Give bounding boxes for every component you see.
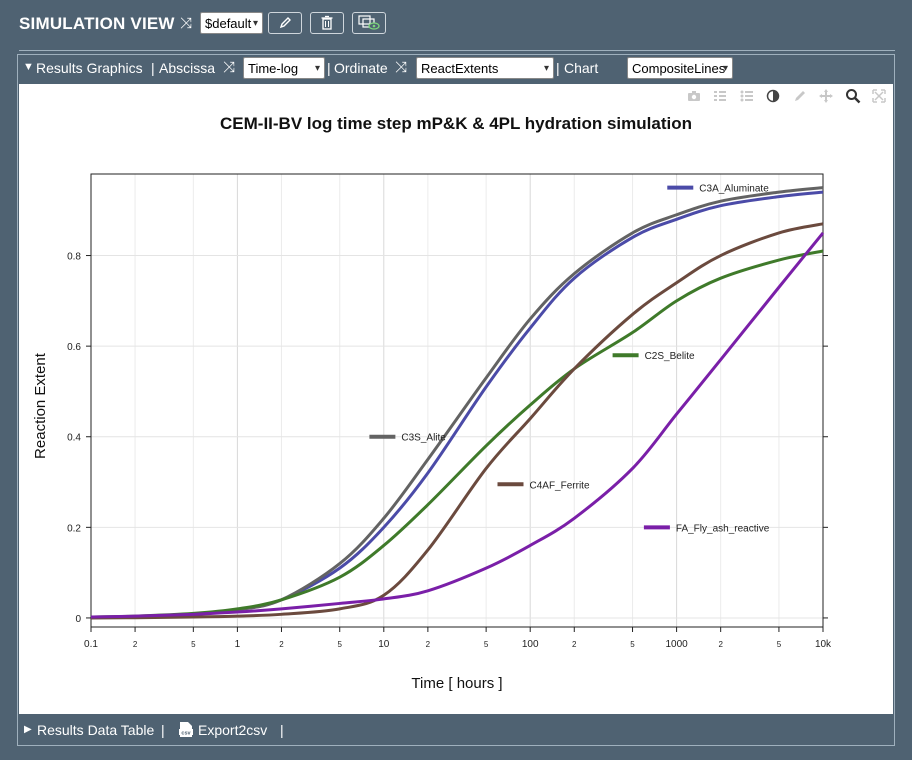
y-tick-label: 0 [75, 614, 81, 625]
results-data-table-label[interactable]: Results Data Table [37, 722, 155, 738]
x-tick-label: 1 [235, 639, 241, 650]
separator: | [327, 60, 331, 76]
contrast-icon[interactable] [765, 88, 781, 104]
chart-label: Chart [564, 60, 599, 76]
bottom-toolbar: ▶ Results Data Table | csv Export2csv | [19, 716, 895, 744]
y-tick-label: 0.4 [67, 433, 81, 444]
csv-file-icon[interactable]: csv [179, 721, 193, 741]
edit-button[interactable] [268, 12, 302, 34]
view-icon [358, 15, 380, 30]
camera-icon[interactable] [686, 88, 702, 104]
x-tick-label: 10k [815, 639, 832, 650]
chevron-down-icon: ▾ [543, 63, 549, 74]
series-line [90, 249, 824, 619]
x-tick-label: 5 [630, 640, 635, 649]
ordinate-label: Ordinate [334, 60, 388, 76]
x-axis-label: Time [ hours ] [411, 675, 502, 692]
chart-value: CompositeLines [632, 61, 726, 76]
chevron-down-icon: ▾ [722, 63, 728, 74]
page-title: SIMULATION VIEW [19, 14, 175, 33]
chevron-down-icon: ▾ [252, 18, 258, 29]
export-csv-button[interactable]: Export2csv [198, 722, 268, 738]
x-tick-label: 100 [522, 639, 539, 650]
chevron-down-icon: ▾ [314, 63, 320, 74]
x-tick-label: 5 [777, 640, 782, 649]
shuffle-icon[interactable]: ⤨ [223, 59, 236, 76]
list-icon[interactable] [739, 88, 755, 104]
trash-icon [321, 15, 333, 30]
pencil-icon [279, 17, 291, 29]
series-label: FA_Fly_ash_reactive [676, 523, 770, 534]
series-label: C4AF_Ferrite [530, 480, 590, 491]
series-line [90, 222, 824, 620]
chart-title: CEM-II-BV log time step mP&K & 4PL hydra… [220, 114, 692, 133]
results-graphics-label[interactable]: Results Graphics [36, 60, 143, 76]
x-tick-label: 10 [378, 639, 390, 650]
abscissa-select[interactable]: Time-log ▾ [243, 57, 325, 79]
results-panel [17, 54, 895, 746]
preset-value: $default [205, 16, 252, 31]
y-tick-label: 0.8 [67, 252, 81, 263]
autoscale-icon[interactable] [871, 88, 887, 104]
pencil-icon[interactable] [792, 88, 808, 104]
divider [19, 50, 895, 51]
view-button[interactable] [352, 12, 386, 34]
separator: | [151, 60, 155, 76]
series-label: C3A_Aluminate [699, 184, 769, 195]
chart-svg: CEM-II-BV log time step mP&K & 4PL hydra… [32, 114, 832, 692]
x-tick-label: 2 [572, 640, 577, 649]
top-toolbar: SIMULATION VIEW ⤨ $default ▾ [0, 0, 912, 48]
shuffle-icon[interactable]: ⤨ [395, 59, 408, 76]
chart-select[interactable]: CompositeLines ▾ [627, 57, 733, 79]
x-tick-label: 2 [426, 640, 431, 649]
plot-frame [90, 173, 824, 628]
zoom-icon[interactable] [845, 88, 861, 104]
separator: | [280, 722, 284, 738]
shuffle-icon[interactable]: ⤨ [180, 15, 193, 32]
plot-area: 0.1 2 5 1 2 5 10 2 5 100 2 5 1000 2 5 10k 0 0.2 0.4 0.6 0.8 C… [67, 173, 832, 650]
x-tick-label: 1000 [665, 639, 688, 650]
ordinate-select[interactable]: ReactExtents ▾ [416, 57, 554, 79]
x-tick-label: 5 [484, 640, 489, 649]
preset-select[interactable]: $default ▾ [200, 12, 263, 34]
series-label: C2S_Belite [645, 351, 695, 362]
chart-modebar [680, 88, 887, 104]
x-tick-label: 2 [718, 640, 723, 649]
series-line [90, 231, 825, 619]
separator: | [161, 722, 165, 738]
separator: | [556, 60, 560, 76]
y-tick-label: 0.6 [67, 342, 81, 353]
compare-data-icon[interactable] [712, 88, 728, 104]
pan-icon[interactable] [818, 88, 834, 104]
x-tick-label: 2 [279, 640, 284, 649]
x-tick-label: 0.1 [84, 639, 98, 650]
ordinate-value: ReactExtents [421, 61, 499, 76]
results-toolbar: ▼ Results Graphics | Abscissa ⤨ Time-log… [19, 56, 895, 82]
chart-panel: CEM-II-BV log time step mP&K & 4PL hydra… [19, 84, 893, 714]
y-axis-label: Reaction Extent [32, 352, 49, 459]
expand-toggle-icon[interactable]: ▶ [24, 724, 32, 735]
series-label: C3S_Alite [401, 433, 446, 444]
csv-icon-text: csv [181, 731, 191, 737]
abscissa-label: Abscissa [159, 60, 216, 76]
x-tick-label: 2 [133, 640, 138, 649]
delete-button[interactable] [310, 12, 344, 34]
series-line [90, 186, 824, 619]
y-tick-label: 0.2 [67, 523, 81, 534]
x-tick-label: 5 [338, 640, 343, 649]
collapse-toggle-icon[interactable]: ▼ [23, 61, 34, 73]
abscissa-value: Time-log [248, 61, 299, 76]
x-tick-label: 5 [191, 640, 196, 649]
